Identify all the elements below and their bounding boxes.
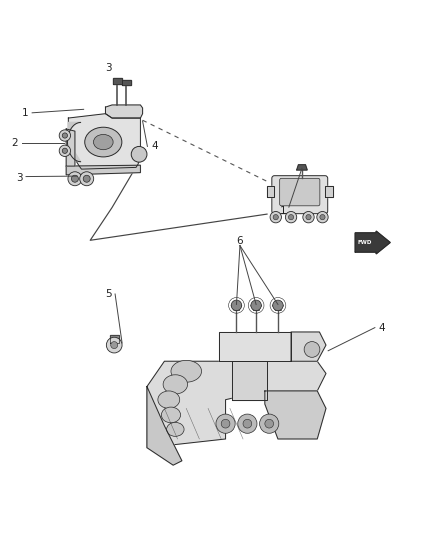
Polygon shape bbox=[232, 361, 267, 400]
Circle shape bbox=[317, 212, 328, 223]
Polygon shape bbox=[147, 386, 182, 465]
Polygon shape bbox=[355, 231, 390, 254]
Circle shape bbox=[221, 419, 230, 428]
Ellipse shape bbox=[85, 127, 122, 157]
Circle shape bbox=[106, 337, 122, 353]
Polygon shape bbox=[219, 332, 291, 361]
Circle shape bbox=[273, 215, 279, 220]
Circle shape bbox=[306, 215, 311, 220]
Polygon shape bbox=[113, 78, 122, 84]
Circle shape bbox=[273, 300, 283, 311]
Circle shape bbox=[59, 145, 71, 157]
Text: 6: 6 bbox=[237, 236, 243, 246]
Text: 1: 1 bbox=[280, 206, 287, 216]
Polygon shape bbox=[297, 165, 307, 170]
Text: 3: 3 bbox=[105, 63, 112, 73]
Ellipse shape bbox=[158, 391, 180, 408]
Circle shape bbox=[71, 175, 78, 182]
Circle shape bbox=[320, 215, 325, 220]
Circle shape bbox=[270, 212, 282, 223]
Polygon shape bbox=[67, 123, 81, 161]
Circle shape bbox=[68, 172, 82, 185]
Polygon shape bbox=[267, 185, 275, 197]
Circle shape bbox=[243, 419, 252, 428]
Circle shape bbox=[286, 212, 297, 223]
Circle shape bbox=[62, 148, 67, 154]
Circle shape bbox=[260, 414, 279, 433]
Text: FWD: FWD bbox=[357, 240, 372, 245]
Text: 1: 1 bbox=[21, 108, 28, 118]
Ellipse shape bbox=[166, 422, 184, 437]
Circle shape bbox=[303, 212, 314, 223]
Circle shape bbox=[131, 147, 147, 162]
Circle shape bbox=[288, 215, 293, 220]
Circle shape bbox=[62, 133, 67, 138]
Circle shape bbox=[83, 175, 90, 182]
Polygon shape bbox=[68, 114, 141, 169]
Circle shape bbox=[80, 172, 94, 185]
Text: 2: 2 bbox=[11, 138, 18, 148]
FancyBboxPatch shape bbox=[272, 176, 328, 214]
FancyBboxPatch shape bbox=[280, 179, 320, 206]
Circle shape bbox=[231, 300, 242, 311]
Ellipse shape bbox=[93, 134, 113, 150]
Circle shape bbox=[216, 414, 235, 433]
Text: 3: 3 bbox=[16, 173, 22, 183]
Polygon shape bbox=[110, 335, 119, 343]
Polygon shape bbox=[325, 185, 332, 197]
Circle shape bbox=[265, 419, 274, 428]
Circle shape bbox=[59, 130, 71, 141]
Text: 5: 5 bbox=[106, 289, 112, 299]
Polygon shape bbox=[122, 79, 131, 85]
Circle shape bbox=[111, 342, 118, 349]
Circle shape bbox=[304, 342, 320, 357]
Circle shape bbox=[238, 414, 257, 433]
Ellipse shape bbox=[171, 360, 201, 382]
Text: 4: 4 bbox=[378, 322, 385, 333]
Polygon shape bbox=[265, 391, 326, 439]
Polygon shape bbox=[291, 332, 326, 361]
Ellipse shape bbox=[161, 407, 180, 423]
Ellipse shape bbox=[163, 375, 187, 394]
Text: 4: 4 bbox=[151, 141, 158, 151]
Circle shape bbox=[251, 300, 261, 311]
Polygon shape bbox=[66, 165, 141, 175]
Polygon shape bbox=[147, 361, 326, 448]
Polygon shape bbox=[106, 105, 143, 118]
Polygon shape bbox=[66, 129, 75, 166]
